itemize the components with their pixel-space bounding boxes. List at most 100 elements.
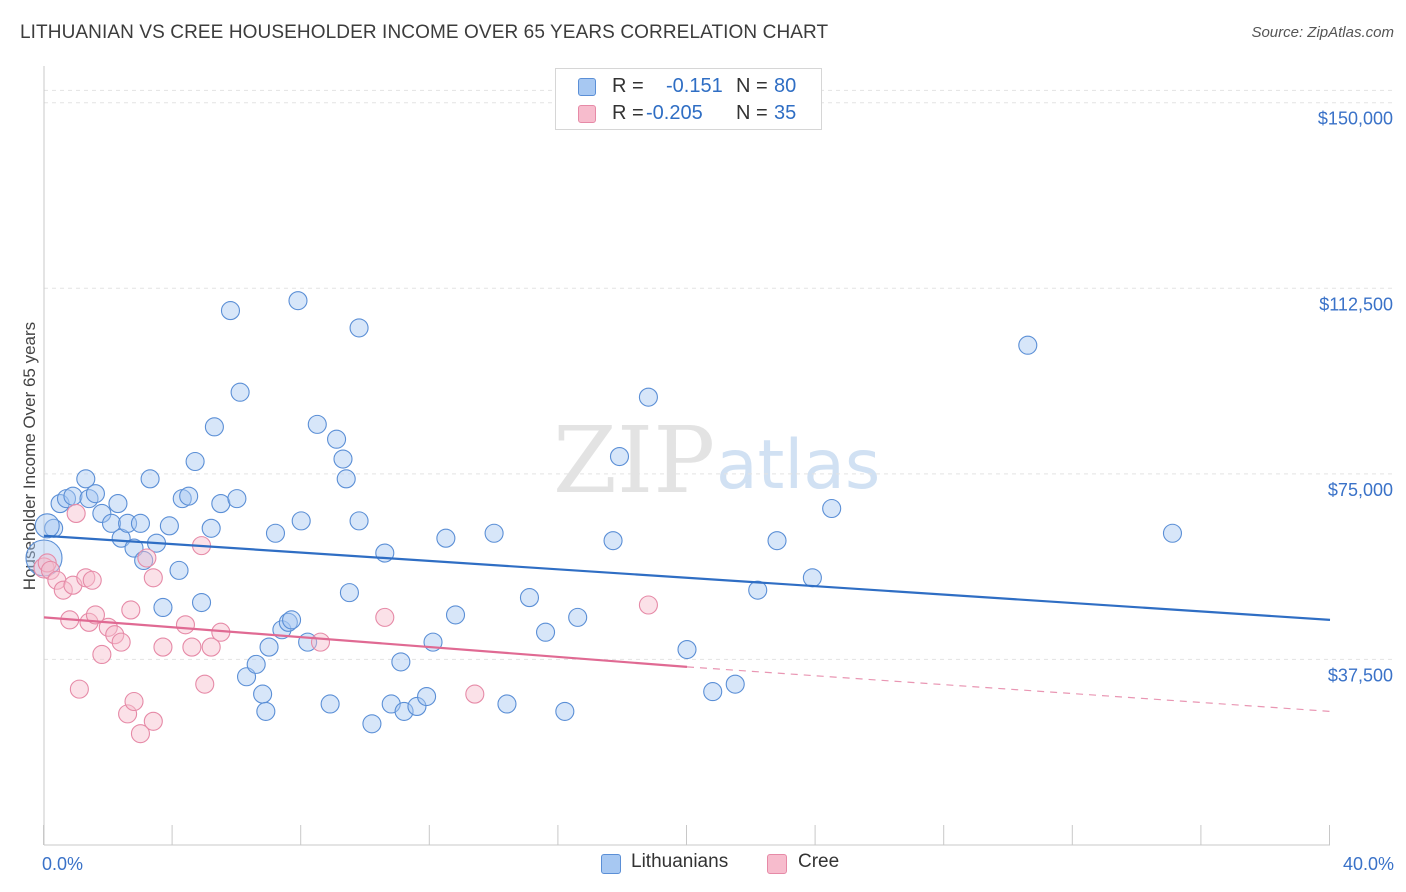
data-point-lithuanians [484,523,504,543]
data-point-lithuanians [417,686,437,707]
data-point-lithuanians [246,654,266,674]
legend-r-label: R = [612,75,644,97]
data-point-lithuanians [79,489,99,509]
y-tick-label: $75,000 [1328,480,1393,500]
data-point-lithuanians [288,291,308,311]
data-point-lithuanians [211,494,231,514]
data-point-lithuanians [140,469,160,489]
data-point-cree [111,632,131,652]
watermark-zip: ZIP [553,407,715,514]
legend-swatch-cree [578,105,596,123]
data-point-cree [375,607,395,627]
data-point-lithuanians [333,449,353,469]
trend-extension-cree [686,666,1331,712]
data-point-lithuanians [191,592,212,613]
data-point-lithuanians [291,511,311,531]
data-point-lithuanians [339,583,359,603]
data-point-lithuanians [259,637,279,657]
y-tick-label: $37,500 [1328,665,1393,685]
data-point-cree [69,679,89,699]
data-point-lithuanians [725,674,745,694]
source-credit: Source: ZipAtlas.com [1251,24,1394,41]
data-point-lithuanians [204,417,224,437]
data-point-lithuanians [227,489,247,509]
data-point-lithuanians [153,597,173,618]
bottom-legend-label-lithuanians: Lithuanians [631,851,729,872]
data-point-cree [105,625,125,645]
data-point-lithuanians [92,503,112,524]
correlation-legend: R = -0.151 N = 80 R = -0.205 N = 35 [555,68,822,130]
data-point-lithuanians [349,318,369,338]
data-point-cree [85,605,105,625]
data-point-cree [195,674,215,694]
data-point-lithuanians [1018,335,1038,355]
data-point-lithuanians [230,382,250,402]
data-point-lithuanians [134,550,154,571]
data-point-lithuanians [568,607,588,627]
legend-n-value: 80 [774,75,797,97]
legend-n-value: 35 [774,102,797,124]
data-point-lithuanians [76,469,96,489]
data-point-cree [153,637,173,657]
bottom-legend-swatch-cree [767,854,787,874]
data-point-lithuanians [822,498,842,519]
data-point-lithuanians [638,387,658,407]
data-point-lithuanians [34,513,60,539]
data-point-lithuanians [101,513,122,533]
x-tick-label-max: 40.0% [1343,854,1394,874]
data-point-cree [82,570,102,590]
data-point-cree [53,580,73,600]
series-lithuanians [25,291,1183,734]
data-point-cree [40,560,60,580]
data-point-cree [201,637,221,657]
data-point-lithuanians [179,486,199,506]
data-point-lithuanians [307,414,327,434]
data-point-lithuanians [256,701,276,721]
data-point-lithuanians [265,523,286,543]
y-tick-label: $150,000 [1318,109,1393,129]
legend-r-label: R = [612,102,644,124]
data-point-lithuanians [159,516,179,536]
data-point-lithuanians [349,511,369,531]
legend-n-label: N = [736,102,768,124]
data-point-lithuanians [320,694,340,714]
data-point-lithuanians [677,639,697,660]
data-point-lithuanians [391,652,411,672]
data-point-lithuanians [535,622,556,642]
trend-line-lithuanians [43,534,1331,621]
data-point-lithuanians [201,518,221,538]
data-point-lithuanians [802,568,822,588]
data-point-lithuanians [278,612,298,632]
x-tick-label-min: 0.0% [42,854,83,874]
data-point-cree [33,557,55,579]
data-point-lithuanians [336,469,356,489]
data-point-lithuanians [130,513,150,533]
data-point-lithuanians [497,694,517,714]
legend-swatch-lithuanians [578,78,596,96]
watermark-atlas: atlas [716,426,880,505]
data-point-cree [465,684,485,704]
data-point-lithuanians [436,528,456,548]
data-point-cree [137,548,157,568]
legend-n-label: N = [736,75,768,97]
data-point-cree [310,632,331,652]
data-point-cree [66,503,86,524]
data-point-cree [121,600,141,620]
chart-title: LITHUANIAN VS CREE HOUSEHOLDER INCOME OV… [20,22,829,43]
data-point-lithuanians [1162,523,1183,543]
data-point-cree [92,644,112,665]
legend-r-value: -0.205 [646,102,703,124]
y-tick-label: $112,500 [1319,294,1393,314]
data-point-lithuanians [519,588,540,608]
bottom-legend-label-cree: Cree [798,851,840,872]
legend-r-value: -0.151 [666,75,723,97]
data-point-lithuanians [394,701,414,721]
data-point-cree [130,724,150,744]
data-point-lithuanians [609,447,630,467]
data-point-cree [124,691,144,712]
data-point-lithuanians [327,429,347,449]
trend-line-cree [43,616,688,668]
data-point-lithuanians [703,682,723,702]
data-point-lithuanians [253,684,273,704]
